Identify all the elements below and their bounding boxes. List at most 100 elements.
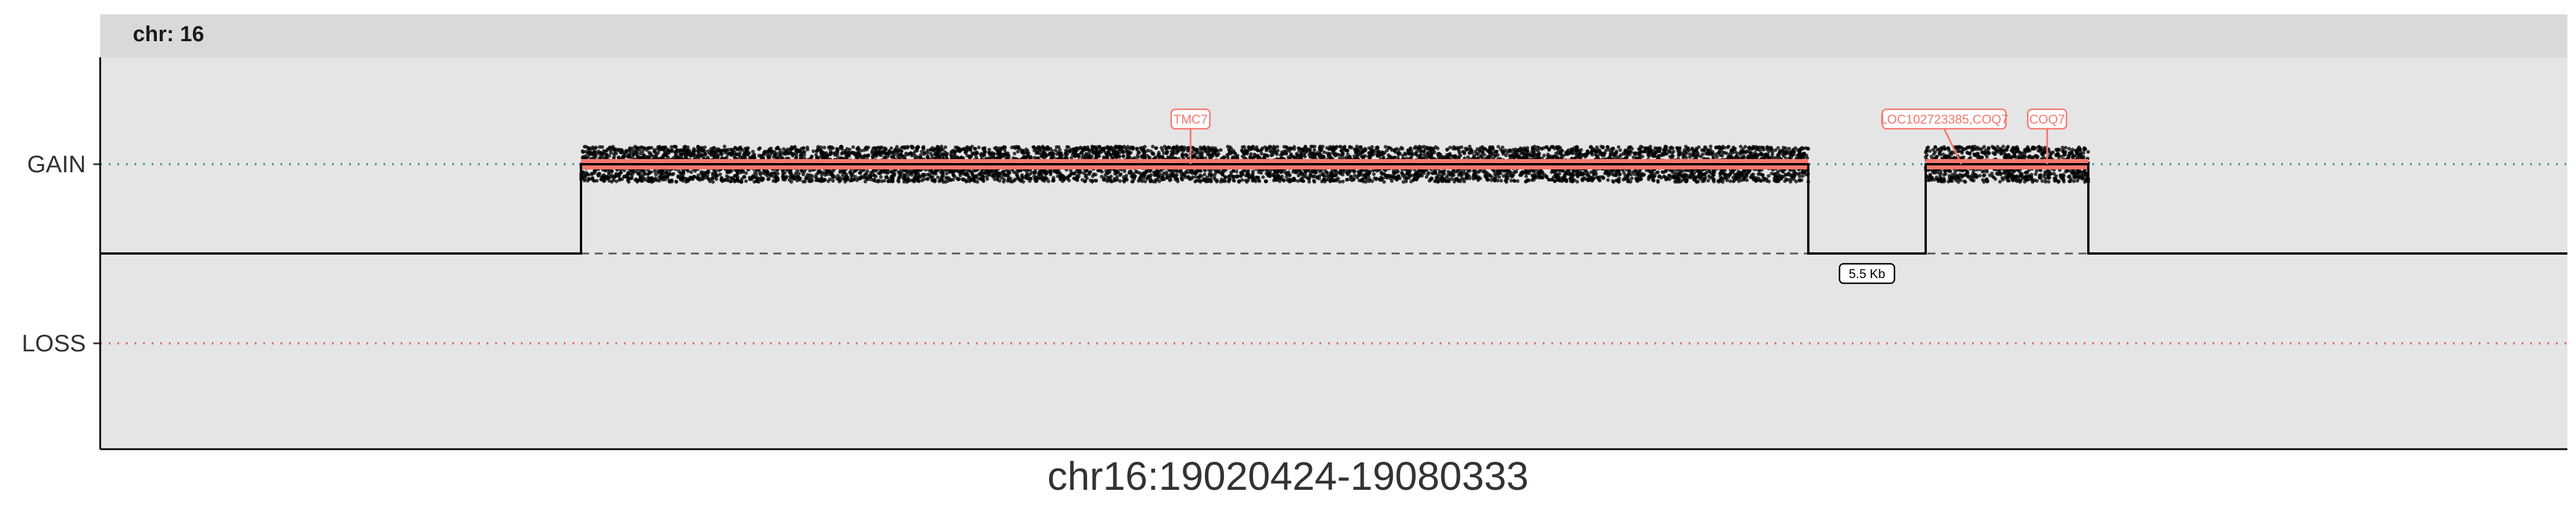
probe-point xyxy=(822,145,827,149)
probe-point xyxy=(1656,179,1660,183)
probe-point xyxy=(1776,146,1780,150)
probe-point xyxy=(1472,154,1476,158)
probe-point xyxy=(1574,148,1578,152)
probe-point xyxy=(1535,145,1540,149)
probe-point xyxy=(1798,171,1802,175)
probe-point xyxy=(1128,146,1132,150)
probe-point xyxy=(1499,179,1503,183)
probe-point xyxy=(925,177,929,181)
probe-point xyxy=(1194,175,1198,179)
probe-point xyxy=(733,174,737,178)
probe-point xyxy=(896,179,900,183)
probe-point xyxy=(886,179,890,184)
probe-point xyxy=(1396,156,1400,160)
probe-point xyxy=(1334,152,1339,157)
probe-point xyxy=(1261,175,1265,179)
probe-point xyxy=(789,180,793,184)
probe-point xyxy=(653,169,657,173)
probe-point xyxy=(943,150,947,154)
facet-strip-label: chr: 16 xyxy=(133,22,204,46)
probe-point xyxy=(789,171,793,175)
probe-point xyxy=(815,172,819,176)
probe-point xyxy=(864,176,869,180)
probe-point xyxy=(1798,179,1802,183)
probe-point xyxy=(1307,180,1311,184)
probe-point xyxy=(983,149,987,153)
probe-point xyxy=(1353,173,1357,177)
probe-point xyxy=(1312,148,1317,152)
y-tick-label-loss: LOSS xyxy=(22,330,86,356)
probe-point xyxy=(696,150,701,154)
probe-point xyxy=(784,176,788,180)
probe-point xyxy=(1231,175,1235,179)
probe-point xyxy=(811,149,816,153)
probe-point xyxy=(1013,152,1017,156)
probe-point xyxy=(582,179,587,183)
probe-point xyxy=(1697,145,1701,149)
probe-point xyxy=(1437,173,1441,177)
probe-point xyxy=(1301,148,1305,152)
probe-point xyxy=(1450,177,1454,181)
probe-point xyxy=(966,173,970,177)
probe-point xyxy=(776,172,780,176)
probe-point xyxy=(870,150,874,155)
probe-point xyxy=(1554,151,1558,156)
probe-point xyxy=(1088,171,1092,175)
probe-point xyxy=(1596,176,1601,180)
probe-point xyxy=(922,147,926,151)
probe-point xyxy=(1199,179,1203,183)
probe-point xyxy=(654,154,658,159)
probe-point xyxy=(1781,145,1785,150)
probe-point xyxy=(1240,178,1244,182)
probe-point xyxy=(1357,179,1361,183)
probe-point xyxy=(1381,155,1385,160)
probe-point xyxy=(1507,169,1511,173)
facet-strip xyxy=(100,14,2567,57)
probe-point xyxy=(588,177,592,181)
probe-point xyxy=(920,149,924,154)
probe-point xyxy=(581,150,585,154)
probe-point xyxy=(1370,179,1374,183)
probe-point xyxy=(1108,170,1112,174)
probe-point xyxy=(1366,154,1370,159)
probe-point xyxy=(1134,169,1138,173)
probe-point xyxy=(716,154,720,159)
probe-point xyxy=(1469,147,1473,152)
probe-point xyxy=(654,172,658,177)
probe-point xyxy=(674,180,678,184)
probe-point xyxy=(1442,155,1447,159)
probe-point xyxy=(993,177,997,181)
probe-point xyxy=(1630,176,1634,180)
probe-point xyxy=(1545,145,1549,149)
probe-point xyxy=(1163,144,1167,149)
probe-point xyxy=(653,150,657,154)
probe-point xyxy=(1167,173,1171,177)
probe-point xyxy=(874,169,878,173)
probe-point xyxy=(1069,169,1073,173)
probe-point xyxy=(1581,179,1585,183)
probe-point xyxy=(706,177,710,181)
probe-point xyxy=(711,180,715,184)
probe-point xyxy=(1264,179,1268,183)
probe-point xyxy=(754,179,758,183)
probe-point xyxy=(1080,178,1085,182)
probe-point xyxy=(1657,174,1662,178)
probe-point xyxy=(1139,146,1143,150)
probe-point xyxy=(1618,148,1622,152)
probe-point xyxy=(851,145,855,149)
probe-point xyxy=(1193,180,1197,184)
probe-point xyxy=(1161,151,1166,155)
probe-point xyxy=(587,146,591,150)
probe-point xyxy=(636,172,641,176)
probe-point xyxy=(609,148,613,152)
probe-point xyxy=(1771,152,1775,156)
probe-point xyxy=(863,180,867,184)
probe-point xyxy=(1325,174,1330,178)
probe-point xyxy=(1074,177,1078,181)
probe-point xyxy=(1227,178,1231,183)
probe-point xyxy=(1292,145,1297,149)
probe-point xyxy=(718,172,722,176)
probe-point xyxy=(1433,171,1437,175)
probe-point xyxy=(884,176,889,180)
probe-point xyxy=(1151,144,1155,149)
